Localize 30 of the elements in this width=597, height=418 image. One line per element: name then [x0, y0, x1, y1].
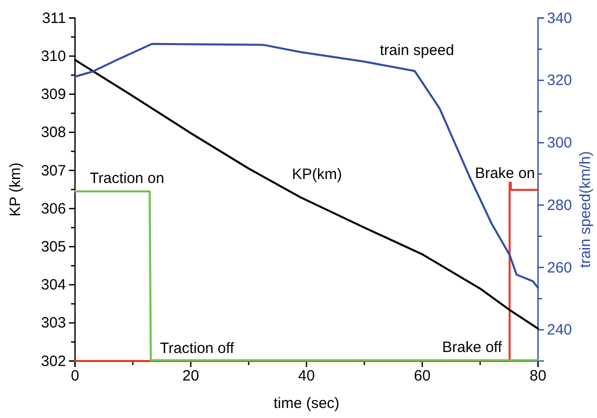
y2-axis-title: train speed(km/h)	[577, 151, 594, 268]
y2-tick-label: 320	[547, 72, 572, 90]
x-tick-label: 80	[530, 368, 546, 385]
x-tick-label: 40	[298, 368, 315, 385]
annotation: train speed	[380, 42, 454, 59]
y2-tick-label: 280	[547, 196, 572, 214]
y-tick-label: 302	[40, 352, 66, 370]
y-tick-label: 307	[40, 162, 66, 180]
y2-tick-label: 340	[547, 10, 572, 27]
y-tick-label: 306	[40, 200, 66, 218]
y2-tick-label: 240	[547, 322, 572, 339]
y-tick-label: 304	[40, 276, 66, 294]
annotation: Traction on	[90, 170, 164, 187]
y-tick-label: 311	[42, 10, 66, 27]
y-tick-label: 303	[40, 314, 66, 332]
y-axis-title: KP (km)	[7, 162, 24, 216]
annotation: Brake off	[442, 338, 503, 356]
y-tick-label: 308	[40, 124, 66, 142]
y2-tick-label: 300	[547, 134, 572, 152]
annotation: KP(km)	[292, 166, 342, 183]
x-tick-label: 0	[70, 368, 80, 385]
x-tick-label: 20	[182, 368, 200, 385]
x-tick-label: 60	[414, 368, 431, 385]
annotation: Brake on	[474, 164, 536, 182]
y-tick-label: 309	[40, 86, 66, 104]
annotation: Traction off	[160, 340, 235, 357]
y-tick-label: 310	[40, 48, 66, 65]
y-tick-label: 305	[40, 238, 66, 256]
y2-tick-label: 260	[547, 259, 572, 276]
x-axis-title: time (sec)	[274, 395, 340, 412]
